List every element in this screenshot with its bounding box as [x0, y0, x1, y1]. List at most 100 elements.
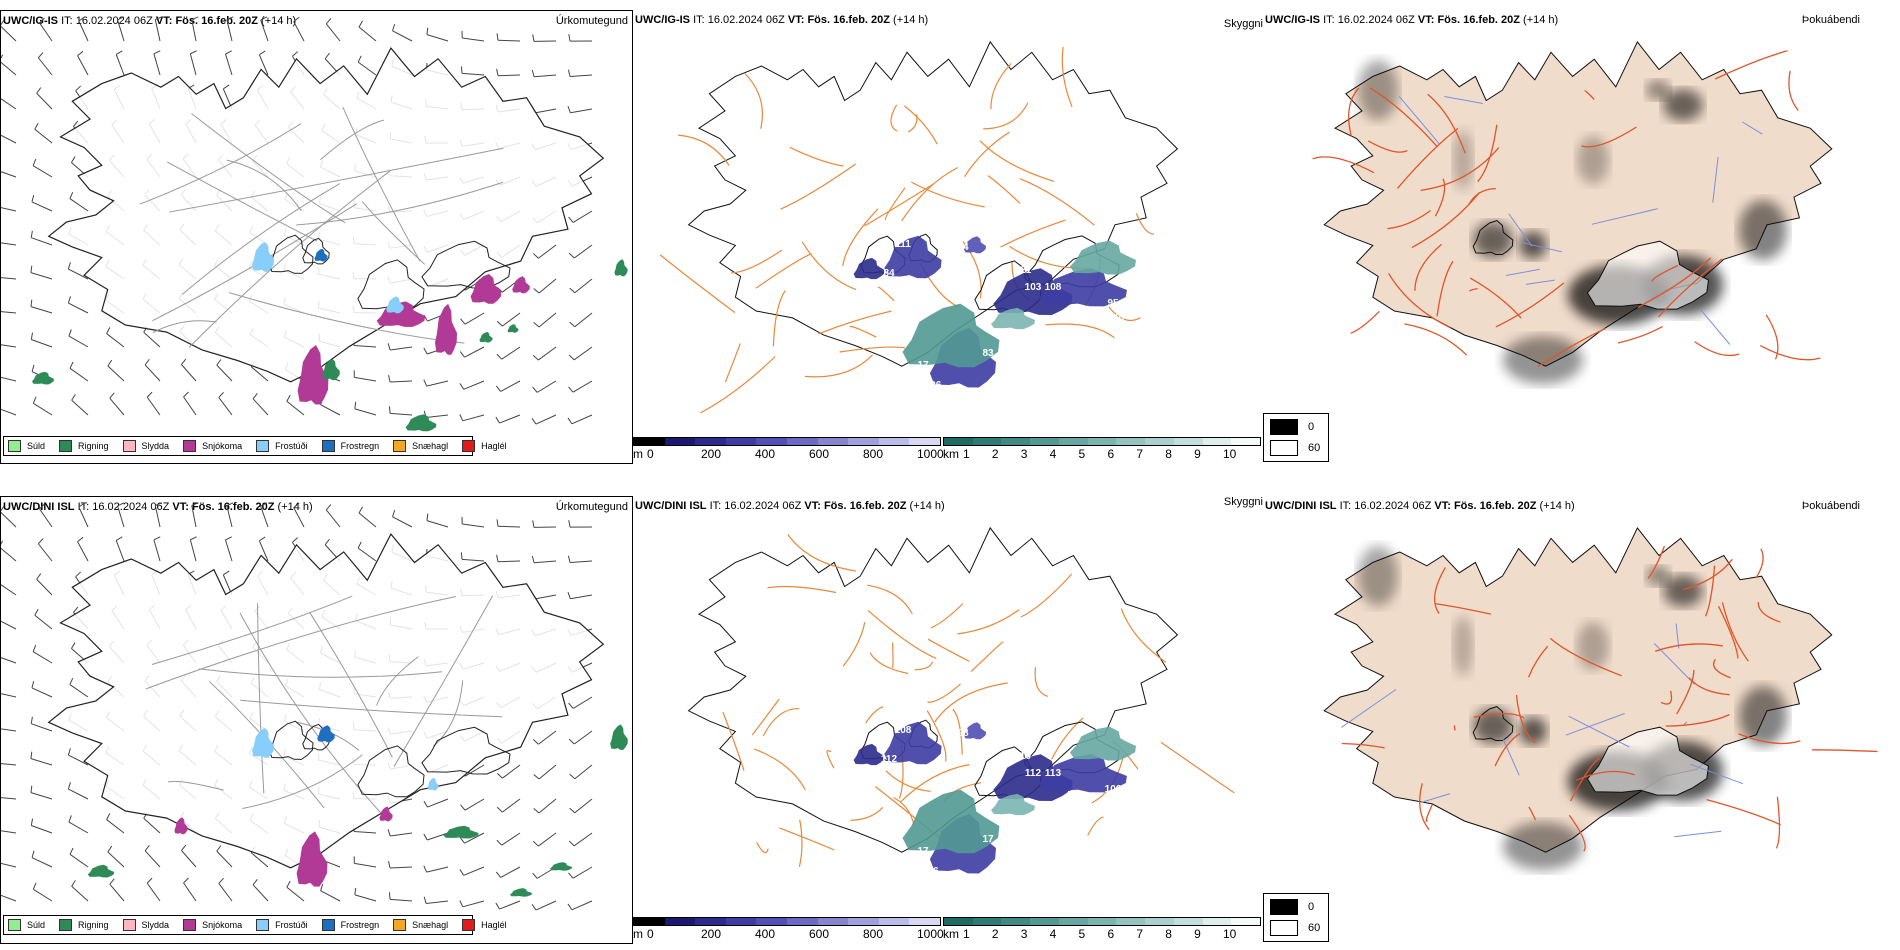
visibility-area [1069, 726, 1136, 761]
scale-bin [972, 438, 1002, 445]
wind-barb [357, 541, 377, 562]
visibility-value: 153 [1161, 264, 1178, 275]
river-line [1565, 713, 1625, 736]
scale-tick: 2 [991, 447, 999, 461]
legend-label: Frostregn [340, 441, 380, 451]
scale-colorbar [633, 917, 941, 926]
wind-barb [216, 359, 233, 382]
road-line [296, 181, 504, 226]
scale-tick: 600 [809, 447, 830, 461]
wind-barb [496, 68, 521, 77]
road-line [152, 203, 358, 322]
wind-barb [106, 813, 125, 834]
wind-barb [144, 844, 161, 868]
road-line [1419, 783, 1430, 831]
scale-bin [664, 438, 696, 445]
fog-index-area [1453, 130, 1473, 190]
wind-barb [459, 900, 485, 908]
wind-barb [531, 555, 557, 564]
legend-swatch [393, 919, 407, 931]
wind-barb [496, 312, 521, 327]
wind-barb [115, 536, 125, 562]
scale-tick: 10 [1223, 447, 1237, 461]
visibility-value: 159 [1135, 278, 1152, 289]
wind-barb [568, 210, 593, 223]
scale-bin [909, 438, 940, 445]
scale-tick: 4 [1049, 447, 1057, 461]
wind-barb [567, 591, 593, 600]
precip-area [379, 806, 393, 822]
road-line [1584, 90, 1595, 100]
wind-barb [392, 509, 413, 528]
wind-barb [226, 16, 234, 42]
scale-bin [1231, 438, 1261, 445]
visibility-value: 113 [1045, 768, 1062, 779]
visibility-value: 99 [1112, 798, 1124, 809]
road-line [1397, 127, 1459, 189]
wind-barb [533, 312, 557, 328]
scale-tick: 9 [1194, 927, 1201, 941]
road-line [167, 780, 224, 791]
river-line [1444, 96, 1483, 104]
wind-barb [39, 17, 53, 42]
road-line [952, 708, 963, 755]
wind-barb [1, 797, 17, 800]
scale-bin [695, 438, 726, 445]
wind-barb [218, 877, 233, 902]
legend-swatch [8, 919, 21, 931]
visibility-area [902, 303, 1000, 368]
wind-barb [30, 299, 53, 314]
road-line [166, 161, 318, 242]
legend-item: Rigning [59, 919, 109, 931]
wind-barb [496, 346, 521, 360]
scale-unit: m [633, 927, 643, 941]
legend-label: Slydda [141, 920, 170, 930]
precip-area [479, 331, 493, 343]
wind-barb [154, 502, 162, 528]
road-line [904, 105, 938, 145]
island-outline [47, 47, 605, 383]
wind-barb [107, 845, 125, 868]
road-line [1425, 804, 1433, 822]
visibility-value: 95 [909, 866, 921, 877]
wind-barb [353, 856, 377, 868]
fog-map [1323, 526, 1878, 870]
fog-legend-label: 0 [1308, 421, 1315, 433]
road-line [1387, 209, 1431, 230]
wind-barb [388, 892, 413, 902]
legend-label: Súld [27, 920, 46, 930]
scale-tick: 7 [1136, 447, 1144, 461]
wind-barb [567, 105, 593, 114]
wind-barb [36, 87, 53, 110]
precip-area [427, 777, 439, 791]
wind-barb [533, 278, 557, 294]
glacier-outline [1472, 220, 1514, 255]
wind-barb [189, 50, 197, 76]
road-line [979, 140, 1055, 182]
road-line [1658, 258, 1723, 318]
wind-barb [423, 379, 449, 387]
wind-barb [1, 408, 17, 416]
wind-barb [293, 16, 305, 42]
precip-area [610, 724, 628, 750]
wind-barb [107, 359, 125, 382]
road-line [731, 249, 783, 274]
road-line [1704, 565, 1716, 617]
wind-barb [30, 751, 53, 766]
river-line [1742, 121, 1763, 135]
wind-barb [496, 798, 521, 813]
scale-tick: 1 [963, 447, 970, 461]
scale-tick: 6 [1107, 927, 1115, 941]
road-line [762, 707, 800, 737]
visibility-value: 84 [883, 268, 895, 279]
wind-barb [392, 23, 413, 42]
visibility-area [964, 236, 986, 254]
legend-item: Frostúði [256, 919, 308, 931]
road-line [659, 254, 736, 314]
road-line [309, 611, 393, 758]
road-line [1160, 741, 1235, 794]
scale-bin [756, 918, 787, 925]
fog-index-area [1503, 822, 1583, 870]
road-line [188, 170, 391, 348]
wind-barb [67, 262, 89, 280]
